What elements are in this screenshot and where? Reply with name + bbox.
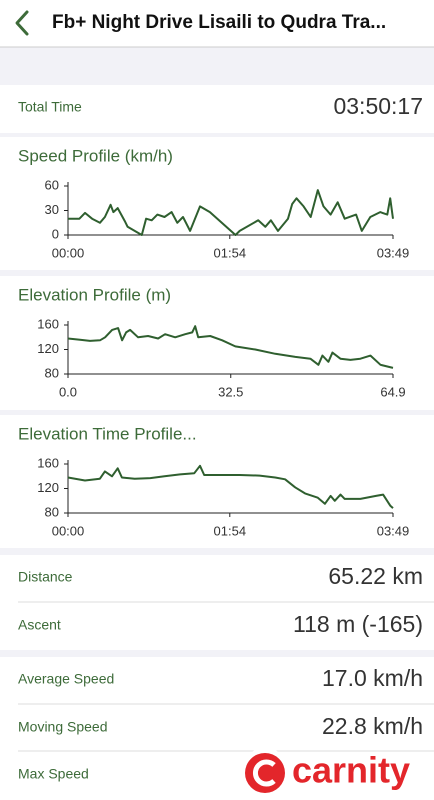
y-tick-label: 80 (45, 504, 59, 519)
watermark-text: carnity (292, 750, 410, 791)
data-line (67, 325, 394, 369)
row-value: 22.8 km/h (322, 713, 423, 739)
x-tick-label: 00:00 (52, 245, 85, 260)
row-value: 17.0 km/h (322, 665, 423, 691)
card (0, 657, 434, 800)
y-tick-label: 160 (37, 316, 59, 331)
row-label: Ascent (18, 617, 61, 633)
y-tick-label: 120 (37, 341, 59, 356)
data-line (68, 189, 394, 236)
card (0, 137, 434, 270)
watermark: carnity (240, 748, 410, 798)
row-label: Distance (18, 569, 73, 585)
row-label: Max Speed (18, 766, 89, 782)
logo-c (253, 759, 276, 787)
y-tick-label: 160 (37, 455, 59, 470)
x-tick-label: 01:54 (214, 523, 247, 538)
card (0, 415, 434, 548)
row-label: Average Speed (18, 671, 114, 687)
y-tick-label: 0 (52, 226, 59, 241)
row (0, 85, 434, 133)
data-line (67, 464, 394, 509)
back-button[interactable] (15, 10, 29, 36)
x-tick-label: 0.0 (59, 384, 77, 399)
chart-title: Speed Profile (km/h) (18, 146, 173, 165)
x-tick-label: 32.5 (218, 384, 243, 399)
y-tick-label: 80 (45, 365, 59, 380)
row-label: Total Time (18, 99, 82, 115)
x-tick-label: 03:49 (377, 523, 410, 538)
x-tick-label: 03:49 (377, 245, 410, 260)
x-tick-label: 00:00 (52, 523, 85, 538)
x-tick-label: 64.9 (380, 384, 405, 399)
x-tick-label: 01:54 (214, 245, 247, 260)
row-value: 03:50:17 (333, 93, 423, 119)
row-value: 65.22 km (328, 563, 423, 589)
chart-title: Elevation Time Profile... (18, 424, 197, 443)
row-value: 118 m (-165) (293, 611, 423, 637)
card (0, 276, 434, 410)
nav-bar (0, 0, 434, 47)
y-tick-label: 60 (45, 177, 59, 192)
y-tick-label: 30 (45, 202, 59, 217)
page-title: Fb+ Night Drive Lisaili to Qudra Tra... (52, 12, 386, 33)
y-tick-label: 120 (37, 480, 59, 495)
logo (245, 753, 285, 793)
chart-title: Elevation Profile (m) (18, 285, 171, 304)
row-label: Moving Speed (18, 719, 108, 735)
